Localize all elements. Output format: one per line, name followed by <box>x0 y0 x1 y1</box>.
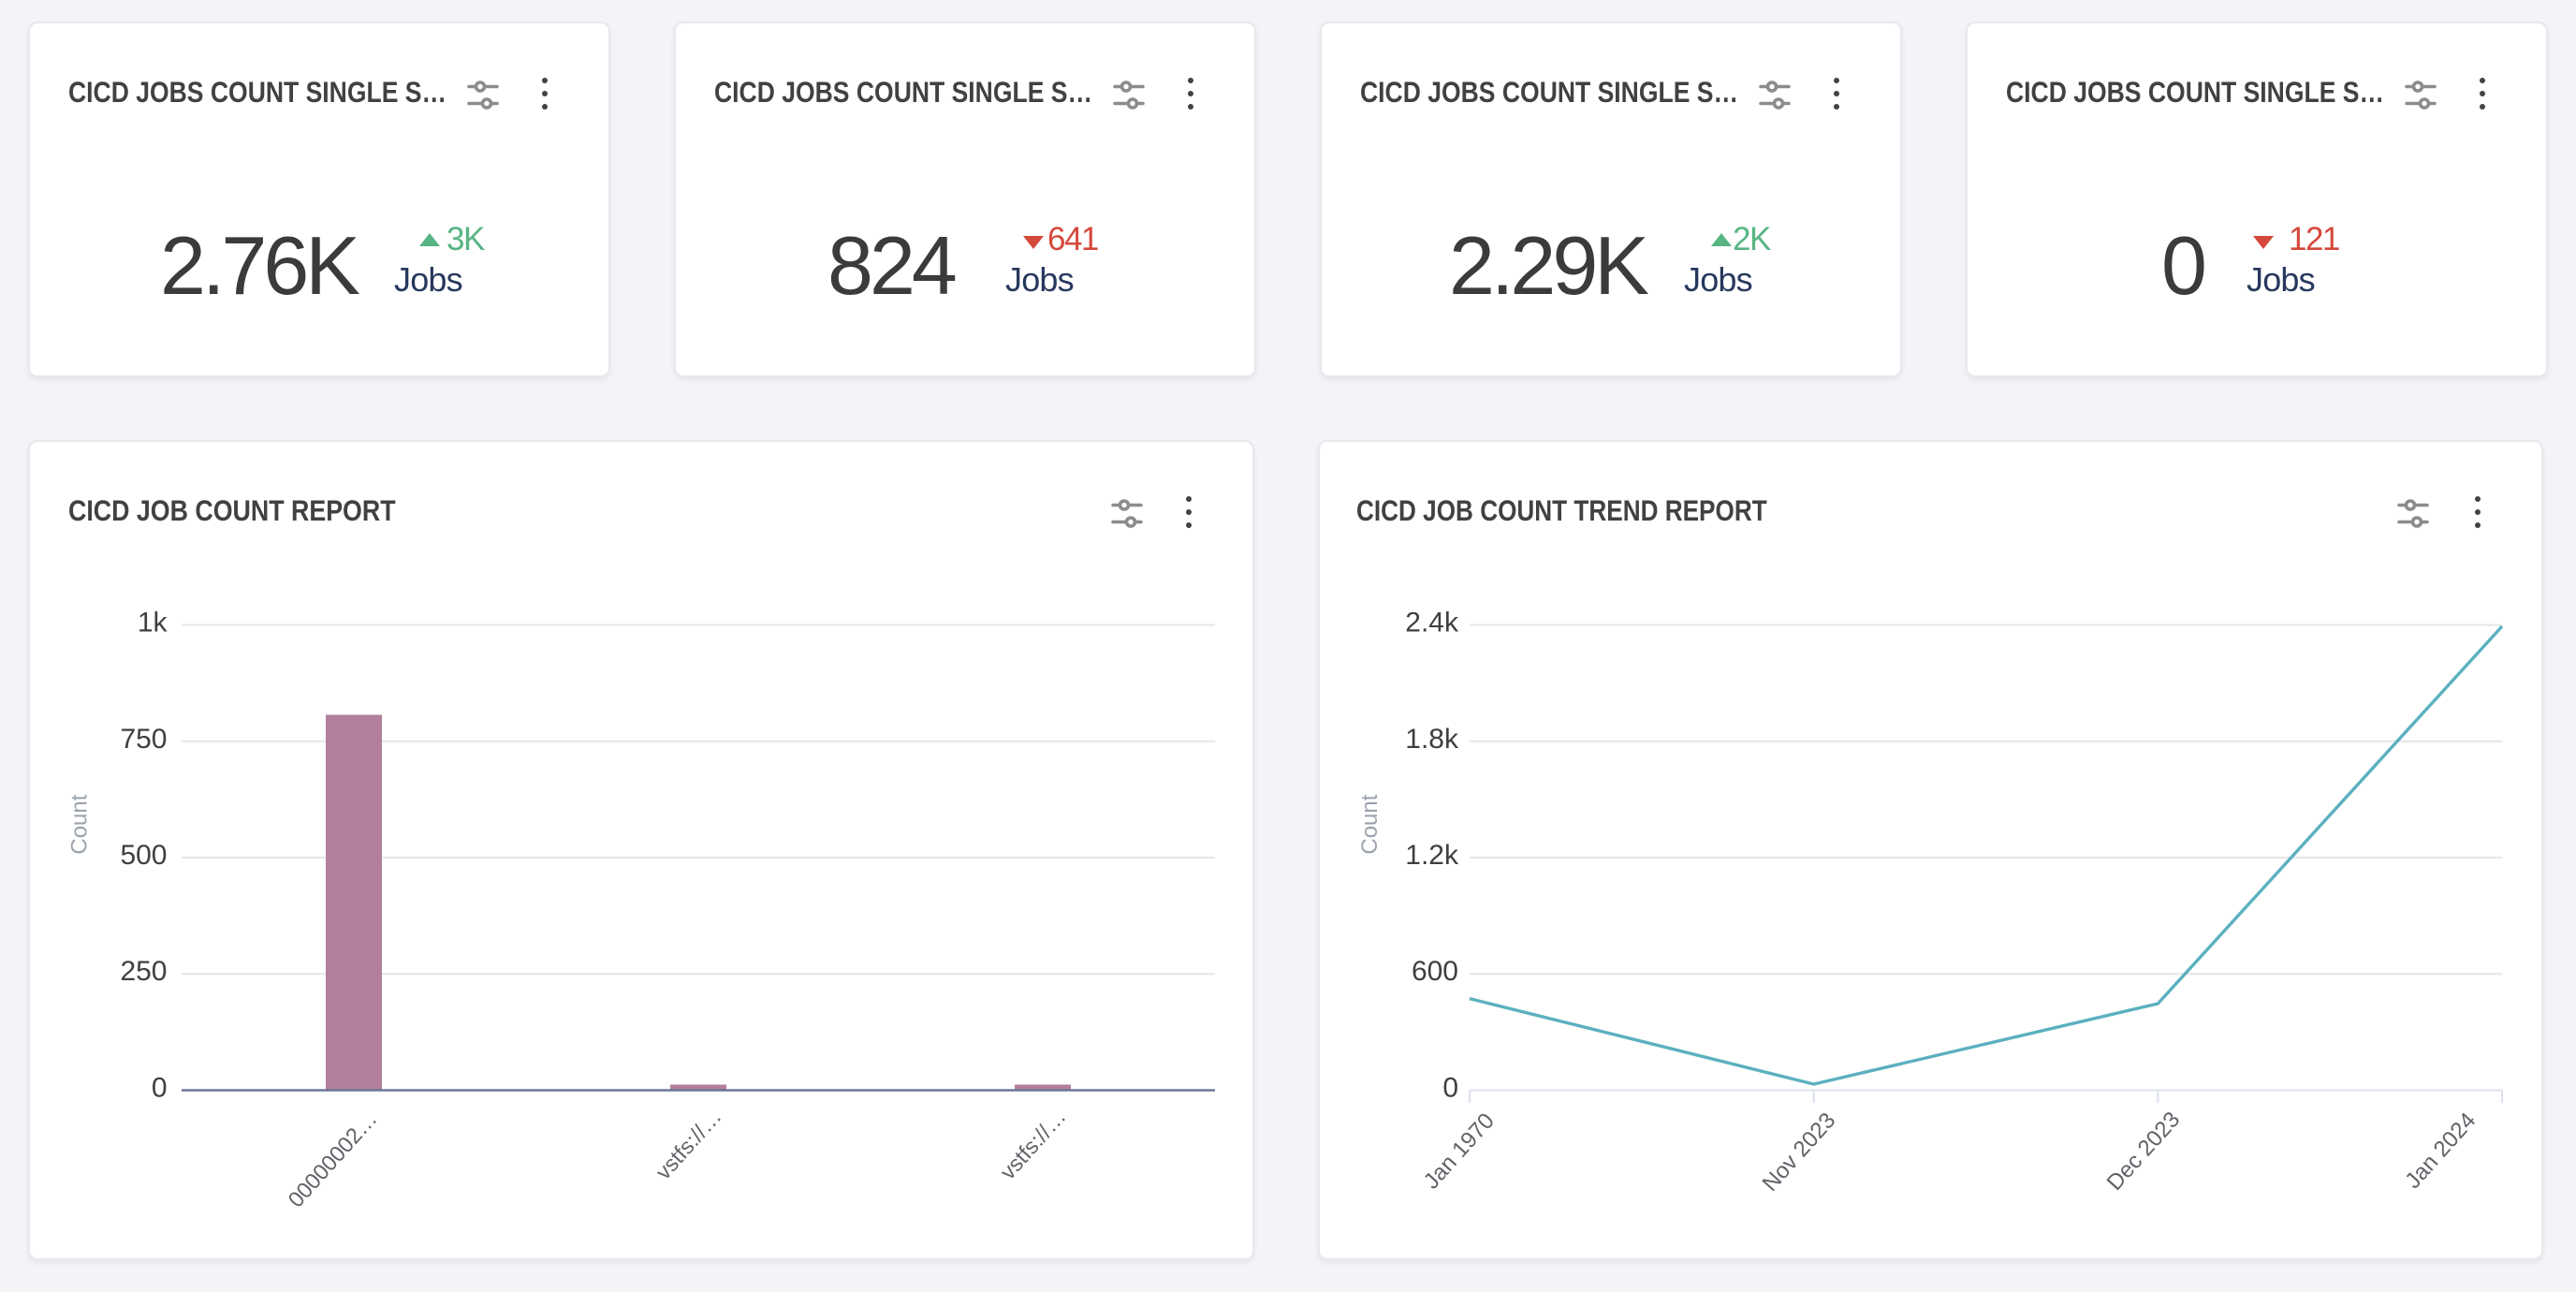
svg-text:0: 0 <box>1442 1073 1458 1104</box>
svg-text:vstfs://…: vstfs://… <box>995 1104 1070 1183</box>
svg-text:00000002…: 00000002… <box>284 1107 382 1212</box>
svg-text:2.4k: 2.4k <box>1405 608 1459 639</box>
svg-text:1.2k: 1.2k <box>1405 840 1459 871</box>
svg-text:Count: Count <box>67 794 93 854</box>
svg-text:500: 500 <box>120 840 167 871</box>
svg-text:750: 750 <box>120 724 167 755</box>
svg-text:1.8k: 1.8k <box>1405 724 1459 755</box>
svg-text:600: 600 <box>1412 956 1458 987</box>
svg-text:Dec 2023: Dec 2023 <box>2102 1107 2186 1195</box>
svg-text:Jan 2024: Jan 2024 <box>2400 1108 2481 1193</box>
svg-text:Jan 1970: Jan 1970 <box>1419 1108 1500 1194</box>
svg-text:vstfs://…: vstfs://… <box>651 1104 725 1183</box>
svg-text:0: 0 <box>152 1073 168 1104</box>
svg-text:Nov 2023: Nov 2023 <box>1758 1108 1841 1196</box>
svg-text:1k: 1k <box>138 608 168 639</box>
svg-text:250: 250 <box>120 956 167 987</box>
svg-text:Count: Count <box>1357 794 1383 854</box>
